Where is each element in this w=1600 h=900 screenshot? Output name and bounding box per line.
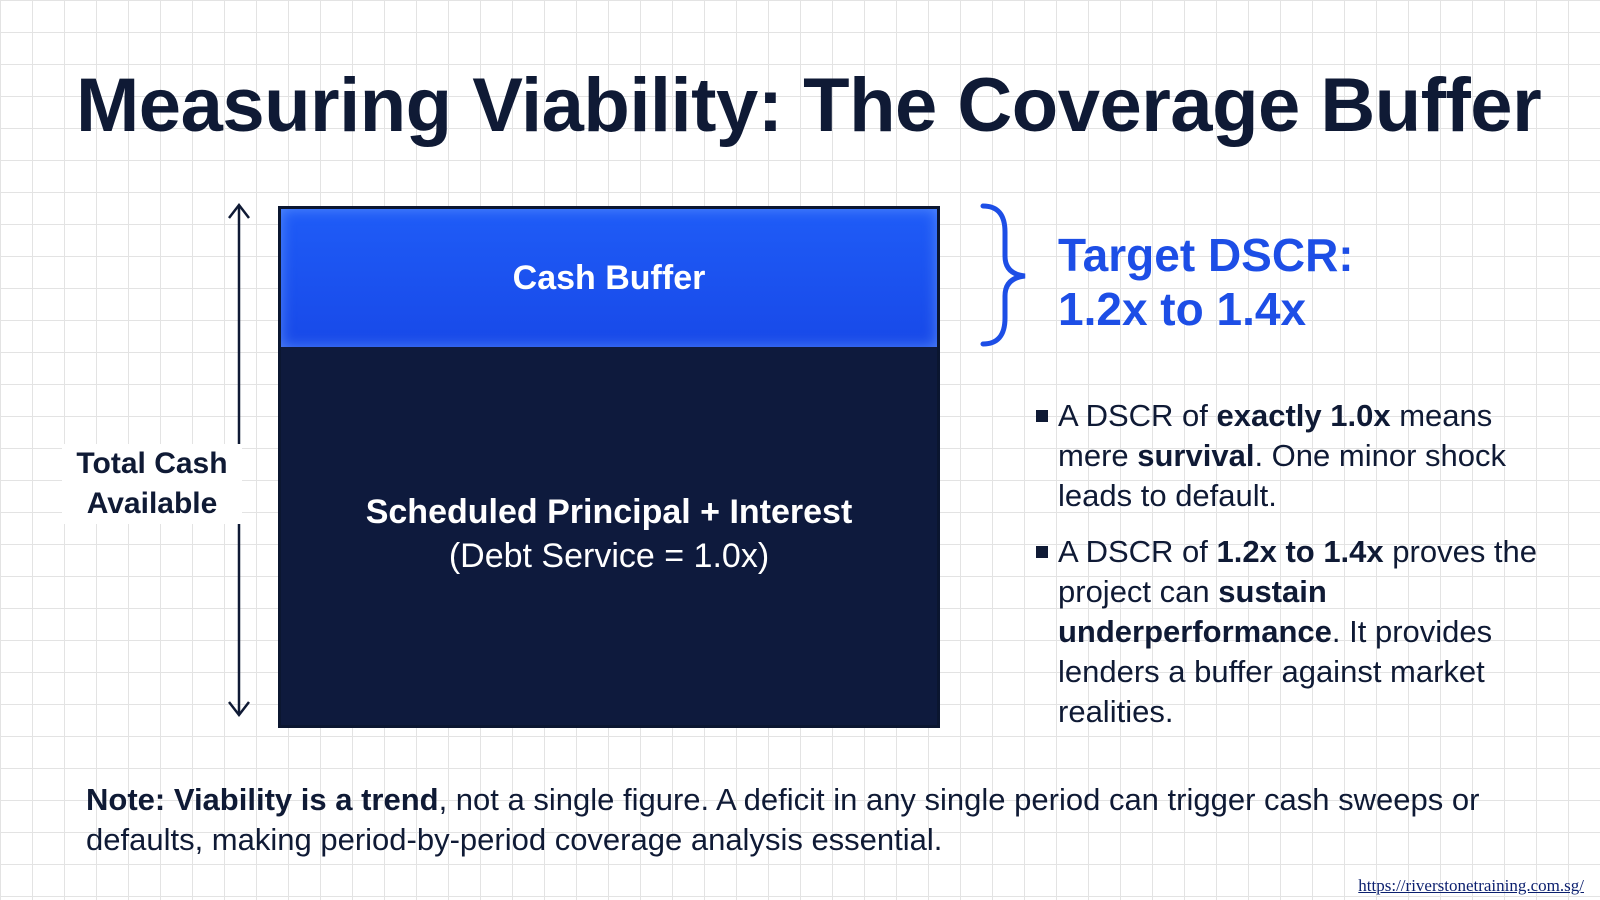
bullet-text: . One minor shock leads to default. (1058, 438, 1506, 513)
bullet-text: proves the project can (1058, 534, 1538, 609)
bullet-text-bold: 1.2x to 1.4x (1216, 534, 1384, 569)
source-link[interactable]: https://riverstonetraining.com.sg/ (1358, 876, 1584, 895)
dscr-bullet-list: A DSCR of exactly 1.0x means mere surviv… (1030, 396, 1550, 748)
bullet-text: means mere (1058, 398, 1493, 473)
dscr-bullet-item: A DSCR of 1.2x to 1.4x proves the projec… (1030, 532, 1550, 732)
axis-label-line-2: Available (86, 487, 218, 520)
cash-stack-block: Cash Buffer Scheduled Principal + Intere… (278, 206, 940, 728)
bullet-text-bold: sustain underperformance (1058, 574, 1332, 649)
bullet-text-bold: survival (1137, 438, 1255, 473)
axis-label-line-1: Total Cash (76, 447, 228, 480)
target-dscr-range: 1.2x to 1.4x (1058, 283, 1307, 335)
viability-note: Note: Viability is a trend, not a single… (86, 780, 1506, 860)
square-bullet-icon (1036, 410, 1048, 422)
bullet-text: A DSCR of (1058, 398, 1217, 433)
target-dscr: Target DSCR: 1.2x to 1.4x (1058, 228, 1354, 336)
note-bold-lead: Note: Viability is a trend (86, 782, 439, 817)
square-bullet-icon (1036, 546, 1048, 558)
debt-service-label: Scheduled Principal + Interest (365, 493, 853, 531)
note-body: , not a single figure. A deficit in any … (86, 782, 1480, 857)
page-title: Measuring Viability: The Coverage Buffer (76, 63, 1542, 148)
bullet-text: A DSCR of (1058, 534, 1217, 569)
debt-service-segment: Scheduled Principal + Interest (Debt Ser… (281, 347, 937, 725)
curly-brace-icon (980, 203, 1026, 347)
dscr-bullet-item: A DSCR of exactly 1.0x means mere surviv… (1030, 396, 1550, 516)
target-dscr-heading: Target DSCR: (1058, 229, 1354, 281)
total-cash-axis-label: Total Cash Available (62, 444, 242, 524)
debt-service-sublabel: (Debt Service = 1.0x) (448, 537, 770, 575)
bullet-text-bold: exactly 1.0x (1216, 398, 1391, 433)
bullet-text: . It provides lenders a buffer against m… (1058, 614, 1493, 729)
cash-buffer-segment: Cash Buffer (281, 209, 937, 347)
cash-buffer-label: Cash Buffer (512, 258, 706, 297)
